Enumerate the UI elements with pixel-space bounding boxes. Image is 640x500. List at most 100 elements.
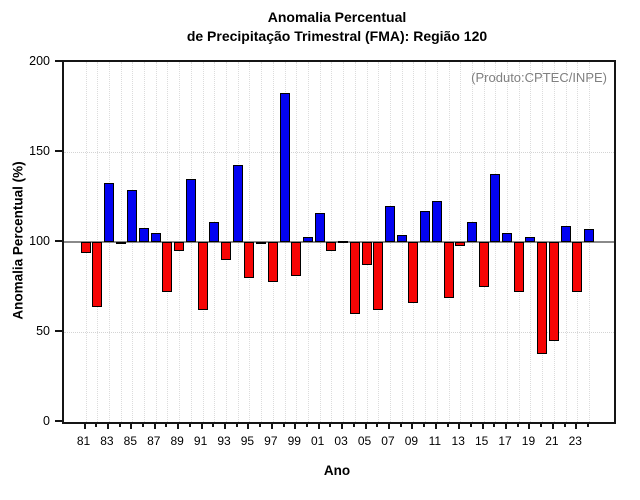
x-axis-tick-label: 89 — [170, 434, 184, 448]
y-axis-tick-label: 50 — [36, 324, 50, 338]
x-axis-tick-label: 81 — [76, 434, 91, 448]
chart-title: Anomalia Percentual de Precipitação Trim… — [62, 8, 612, 46]
x-axis-tick — [165, 422, 168, 427]
bar-10 — [420, 211, 431, 242]
x-axis-tick-label: 95 — [240, 434, 255, 448]
x-axis-tick-label: 93 — [217, 434, 231, 448]
x-axis-tick-label: 13 — [451, 434, 465, 448]
bar-83 — [103, 182, 114, 242]
x-axis-tick — [235, 422, 238, 427]
plot-area: (Produto:CPTEC/INPE) — [62, 60, 616, 424]
x-axis-tick — [341, 422, 344, 429]
x-axis-tick-label: 83 — [100, 434, 114, 448]
bar-91 — [197, 242, 208, 311]
x-axis-tick — [376, 422, 379, 427]
bar-95 — [244, 242, 255, 278]
x-axis-tick-label: 97 — [264, 434, 278, 448]
x-axis-tick — [423, 422, 426, 427]
x-axis-tick — [329, 422, 332, 427]
bar-84 — [115, 242, 126, 244]
bar-24 — [584, 229, 595, 242]
x-axis-tick — [551, 422, 554, 429]
bar-00 — [302, 236, 313, 242]
y-axis-tick-label: 100 — [29, 234, 50, 248]
x-axis-tick — [458, 422, 461, 429]
bar-20 — [537, 242, 548, 354]
x-axis-tick — [118, 422, 121, 427]
bar-22 — [560, 225, 571, 242]
x-axis-tick — [142, 422, 145, 427]
bar-16 — [490, 173, 501, 242]
x-axis-tick — [411, 422, 414, 429]
bar-04 — [349, 242, 360, 314]
x-axis-tick — [247, 422, 250, 429]
chart-title-line2: de Precipitação Trimestral (FMA): Região… — [186, 28, 488, 44]
bar-96 — [256, 242, 267, 244]
y-axis-tick-label: 200 — [29, 54, 50, 68]
x-axis-tick — [212, 422, 215, 427]
x-axis-tick-label: 19 — [521, 434, 536, 448]
bar-86 — [139, 227, 150, 242]
x-axis-tick — [177, 422, 180, 429]
x-axis-tick-label: 99 — [287, 434, 301, 448]
x-axis-tick — [130, 422, 133, 429]
bar-94 — [232, 164, 243, 242]
x-axis-tick-label: 85 — [123, 434, 137, 448]
x-axis-tick — [305, 422, 308, 427]
bar-18 — [513, 242, 524, 293]
x-axis-tick — [200, 422, 203, 429]
bar-21 — [548, 242, 559, 341]
bar-11 — [431, 200, 442, 242]
x-axis-tick-label: 05 — [357, 434, 372, 448]
x-axis-tick — [446, 422, 449, 427]
x-axis-tick-label: 91 — [193, 434, 208, 448]
x-axis-tick — [528, 422, 531, 429]
x-axis-tick — [83, 422, 86, 429]
bar-81 — [80, 242, 91, 253]
horizontal-gridline — [64, 152, 614, 153]
bar-23 — [572, 242, 583, 293]
x-axis-tick — [224, 422, 227, 429]
x-axis-tick — [188, 422, 191, 427]
x-axis-tick-label: 21 — [545, 434, 559, 448]
x-axis-tick-label: 87 — [147, 434, 161, 448]
bar-82 — [92, 242, 103, 307]
bar-15 — [478, 242, 489, 287]
x-axis-tick-label: 07 — [381, 434, 395, 448]
bar-89 — [174, 242, 185, 251]
x-axis-tick-label: 17 — [498, 434, 512, 448]
x-axis-tick — [387, 422, 390, 429]
x-axis-tick — [364, 422, 367, 429]
x-axis-tick — [153, 422, 156, 429]
bar-06 — [373, 242, 384, 311]
bar-87 — [150, 233, 161, 242]
x-axis-tick — [294, 422, 297, 429]
x-axis-tick-label: 23 — [568, 434, 582, 448]
y-axis-tick — [55, 60, 62, 62]
bar-97 — [267, 242, 278, 282]
bar-05 — [361, 242, 372, 266]
x-axis-tick — [282, 422, 285, 427]
x-axis-tick — [270, 422, 273, 429]
bar-88 — [162, 242, 173, 293]
x-axis-tick — [317, 422, 320, 429]
bar-93 — [221, 242, 232, 260]
x-axis-tick — [469, 422, 472, 427]
x-axis-tick-label: 09 — [404, 434, 419, 448]
bar-98 — [279, 92, 290, 242]
product-annotation: (Produto:CPTEC/INPE) — [471, 70, 607, 85]
x-axis-tick-label: 11 — [428, 434, 442, 448]
x-axis-tick — [493, 422, 496, 427]
chart-title-line1: Anomalia Percentual — [267, 9, 407, 25]
x-axis-tick — [505, 422, 508, 429]
bar-19 — [525, 236, 536, 242]
bar-92 — [209, 222, 220, 242]
y-axis-tick — [55, 150, 62, 152]
x-axis-tick — [575, 422, 578, 429]
y-axis-tick-label: 0 — [43, 414, 50, 428]
x-axis-tick — [481, 422, 484, 429]
x-axis-tick-label: 01 — [311, 434, 325, 448]
x-axis-tick — [516, 422, 519, 427]
x-axis-tick — [540, 422, 543, 427]
